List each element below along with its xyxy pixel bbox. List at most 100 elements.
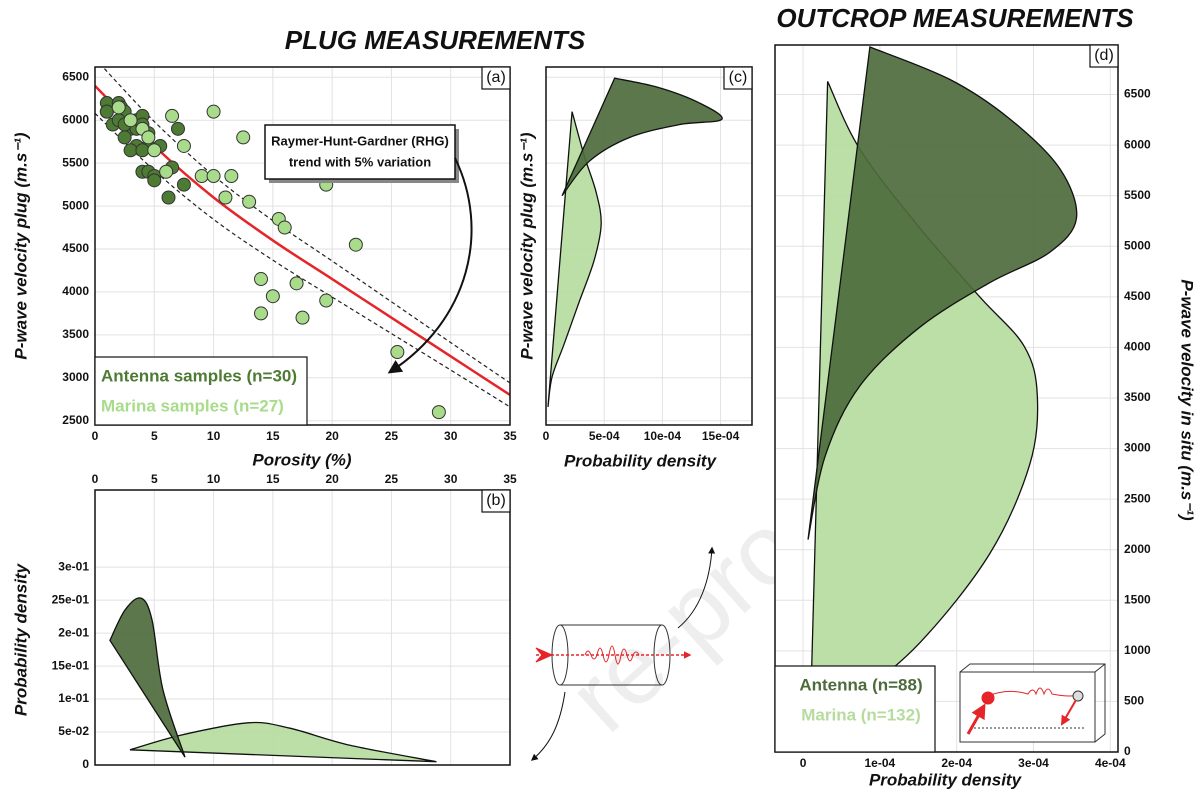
x-tick-label: 0 xyxy=(543,429,550,443)
y-tick-label: 3e-01 xyxy=(58,559,89,573)
data-point xyxy=(194,169,209,184)
data-point xyxy=(254,272,268,287)
block xyxy=(959,671,1096,743)
data-point xyxy=(99,104,114,119)
y-axis-label: P-wave velocity in situ (m.s⁻¹) xyxy=(1178,279,1197,521)
x-tick-label: 15 xyxy=(266,472,280,486)
x-tick-label: 20 xyxy=(325,429,339,443)
data-point xyxy=(165,108,180,123)
plot-layer xyxy=(95,67,510,420)
y-tick-label: 4000 xyxy=(1124,340,1151,354)
y-tick-label: 3500 xyxy=(62,327,89,341)
y-tick-label: 15e-01 xyxy=(52,658,90,672)
x-tick-label: 4e-04 xyxy=(1095,756,1126,770)
y-tick-label: 2500 xyxy=(1124,491,1151,505)
y-tick-label: 3000 xyxy=(1124,441,1151,455)
y-tick-label: 1e-01 xyxy=(58,691,89,705)
data-point xyxy=(277,220,292,235)
x-tick-label: 0 xyxy=(92,472,99,486)
legend-label: Antenna (n=88) xyxy=(799,675,922,694)
x-tick-label: 10 xyxy=(207,472,221,486)
x-tick-label: 5 xyxy=(151,472,158,486)
x-axis-label: Probability density xyxy=(869,770,1023,789)
annotation-arrow xyxy=(387,157,473,374)
legend-label: Marina samples (n=27) xyxy=(101,396,284,415)
source-arrow xyxy=(966,703,986,735)
plot-area xyxy=(95,490,510,765)
plot-layer xyxy=(807,46,1078,734)
legend-box xyxy=(774,665,936,753)
data-point xyxy=(319,293,334,308)
receiver xyxy=(1072,690,1084,702)
y-tick-label: 500 xyxy=(1124,694,1144,708)
plot-layer xyxy=(109,597,437,763)
x-axis-label: Porosity (%) xyxy=(252,450,352,469)
x-tick-label: 35 xyxy=(503,472,517,486)
data-point xyxy=(254,306,268,321)
x-tick-label: 0 xyxy=(92,429,99,443)
heading: OUTCROP MEASUREMENTS xyxy=(776,3,1134,33)
y-axis-label: Probability density xyxy=(11,562,30,716)
x-tick-label: 25 xyxy=(385,472,399,486)
trend-line xyxy=(102,67,510,384)
data-point xyxy=(176,177,191,192)
legend-label: Antenna samples (n=30) xyxy=(101,366,297,385)
data-point xyxy=(176,138,191,153)
data-point xyxy=(123,113,138,128)
data-point xyxy=(123,143,138,158)
y-tick-label: 0 xyxy=(82,757,89,771)
y-tick-label: 3000 xyxy=(62,370,89,384)
y-tick-label: 6000 xyxy=(1124,137,1151,151)
plot-frame xyxy=(774,44,1119,753)
y-tick-label: 3500 xyxy=(1124,390,1151,404)
density-area xyxy=(807,46,1078,540)
y-tick-label: 4500 xyxy=(1124,289,1151,303)
annotation-box xyxy=(264,124,456,180)
data-point xyxy=(236,130,251,145)
data-point xyxy=(289,276,304,291)
density-area xyxy=(547,111,602,408)
y-tick-label: 2000 xyxy=(1124,542,1151,556)
x-tick-label: 2e-04 xyxy=(941,756,972,770)
y-tick-label: 1500 xyxy=(1124,592,1151,606)
annotation-text: trend with 5% variation xyxy=(289,154,431,169)
x-tick-label: 25 xyxy=(385,429,399,443)
plot-frame xyxy=(94,489,511,766)
y-tick-label: 2500 xyxy=(62,413,89,427)
panel-letter: (a) xyxy=(486,69,506,86)
data-point xyxy=(117,130,132,145)
annotation-text: Raymer-Hunt-Gardner (RHG) xyxy=(271,133,449,148)
panel-letter-box xyxy=(481,66,511,90)
panel-letter: (d) xyxy=(1094,47,1114,64)
plot-frame xyxy=(545,66,753,426)
data-point xyxy=(141,130,156,145)
density-area xyxy=(109,597,186,758)
y-tick-label: 5500 xyxy=(62,155,89,169)
heading: PLUG MEASUREMENTS xyxy=(285,25,586,55)
x-tick-label: 10e-04 xyxy=(644,429,682,443)
y-tick-label: 5e-02 xyxy=(58,724,89,738)
y-tick-label: 4000 xyxy=(62,284,89,298)
y-tick-label: 6500 xyxy=(1124,87,1151,101)
panel-letter-box xyxy=(723,66,753,90)
receiver-arrow xyxy=(1060,699,1077,726)
y-tick-label: 2e-01 xyxy=(58,625,89,639)
y-tick-label: 6500 xyxy=(62,69,89,83)
panel-letter: (c) xyxy=(729,69,748,86)
density-area xyxy=(129,721,437,763)
density-area xyxy=(561,77,723,197)
data-point xyxy=(206,169,221,184)
plot-layer xyxy=(547,77,723,408)
y-axis-label: P-wave velocity plug (m.s⁻¹) xyxy=(517,132,536,360)
x-tick-label: 35 xyxy=(503,429,517,443)
data-point xyxy=(161,190,176,205)
x-tick-label: 30 xyxy=(444,472,458,486)
panel-letter-box xyxy=(481,489,511,513)
x-tick-label: 10 xyxy=(207,429,221,443)
wave xyxy=(987,687,1083,697)
y-tick-label: 0 xyxy=(1124,744,1131,758)
x-axis-label: Probability density xyxy=(564,451,718,470)
x-tick-label: 5 xyxy=(151,429,158,443)
data-point xyxy=(224,169,239,184)
